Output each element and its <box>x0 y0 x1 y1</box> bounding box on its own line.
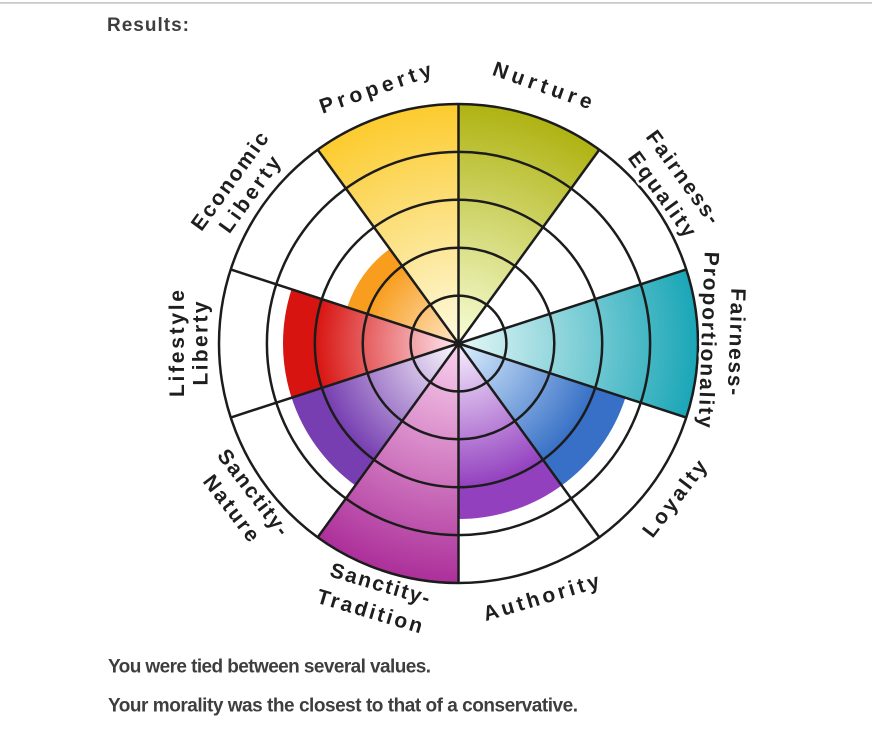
svg-text:Authority: Authority <box>481 570 603 626</box>
svg-text:Loyalty: Loyalty <box>638 455 712 541</box>
svg-text:Lifestyle: Lifestyle <box>166 290 189 397</box>
svg-text:Nurture: Nurture <box>490 58 596 114</box>
svg-text:Proportionality: Proportionality <box>694 251 723 428</box>
svg-text:Results:: Results: <box>107 15 190 36</box>
svg-text:Fairness-: Fairness- <box>723 288 750 396</box>
svg-text:Your morality was the closest: Your morality was the closest to that of… <box>108 696 578 717</box>
svg-text:Liberty: Liberty <box>190 301 213 385</box>
svg-text:You were tied between several: You were tied between several values. <box>108 657 431 678</box>
